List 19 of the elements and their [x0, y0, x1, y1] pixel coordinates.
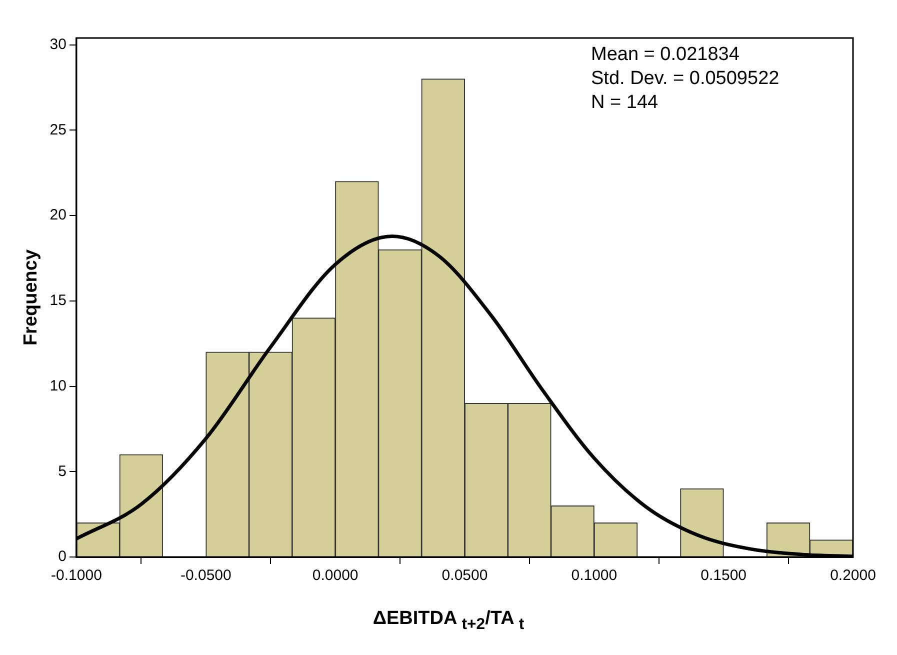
y-tick-label: 25 — [50, 121, 66, 138]
x-tick-label: 0.0500 — [442, 567, 488, 584]
y-tick-label: 20 — [50, 206, 66, 224]
x-axis-title: ΔEBITDA $_{t+2}$/TA $_{t}$ — [372, 608, 526, 634]
x-tick-label: 0.0000 — [312, 567, 358, 584]
annotation: Mean = 0.021834 — [591, 44, 740, 66]
x-tick-label: 0.1000 — [571, 567, 618, 584]
y-axis-title: Frequency — [20, 249, 42, 346]
annotation: Std. Dev. = 0.0509522 — [591, 68, 780, 90]
x-tick-label: -0.0500 — [180, 567, 232, 584]
annotation: N = 144 — [591, 92, 658, 114]
x-tick-label: -0.1000 — [51, 567, 102, 584]
x-tick-label: 0.2000 — [830, 567, 876, 584]
x-tick-label: 0.1500 — [700, 567, 747, 584]
y-tick-label: 5 — [58, 462, 66, 480]
y-tick-label: 0 — [58, 548, 66, 566]
y-tick-label: 30 — [50, 36, 66, 53]
y-tick-label: 15 — [50, 292, 66, 310]
y-tick-label: 10 — [50, 377, 66, 394]
